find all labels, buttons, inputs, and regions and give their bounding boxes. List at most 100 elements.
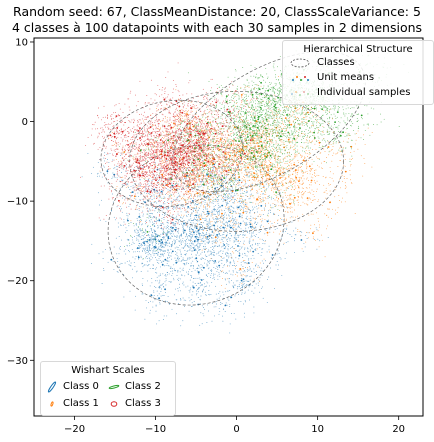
sample-point: [213, 306, 215, 308]
sample-point: [156, 220, 158, 222]
sample-point: [156, 220, 158, 221]
sample-point: [156, 262, 158, 264]
sample-point: [140, 216, 141, 218]
sample-point: [246, 268, 248, 270]
sample-point: [289, 194, 291, 196]
sample-point: [135, 159, 137, 161]
sample-point: [235, 221, 236, 223]
sample-point: [210, 179, 211, 181]
sample-point: [228, 220, 230, 222]
sample-point: [154, 226, 156, 227]
sample-point: [224, 237, 226, 239]
sample-point: [222, 266, 224, 268]
sample-point: [152, 234, 154, 236]
sample-point: [261, 168, 263, 170]
sample-point: [238, 183, 240, 185]
sample-point: [204, 198, 205, 200]
sample-point: [178, 185, 180, 187]
sample-point: [233, 259, 235, 261]
sample-point: [198, 179, 200, 181]
sample-point: [217, 213, 218, 215]
sample-point: [236, 228, 238, 230]
sample-point: [163, 223, 165, 225]
sample-point: [160, 291, 162, 292]
sample-point: [251, 184, 253, 185]
sample-point: [172, 272, 174, 274]
sample-point: [159, 218, 161, 220]
sample-point: [199, 194, 201, 196]
sample-point: [302, 201, 304, 203]
sample-point: [258, 284, 259, 286]
sample-point: [270, 181, 272, 183]
sample-point: [197, 241, 198, 243]
sample-point: [264, 197, 266, 198]
sample-point: [176, 237, 178, 238]
sample-point: [275, 204, 277, 206]
sample-point: [262, 157, 264, 159]
sample-point: [187, 245, 189, 247]
sample-point: [164, 201, 165, 203]
sample-point: [251, 176, 253, 178]
sample-point: [219, 221, 221, 223]
sample-point: [192, 230, 194, 232]
sample-point: [149, 248, 151, 250]
sample-point: [210, 170, 212, 172]
sample-point: [267, 166, 269, 168]
sample-point: [288, 176, 289, 177]
sample-point: [175, 254, 177, 255]
sample-point: [162, 194, 164, 195]
sample-point: [220, 249, 222, 251]
sample-point: [247, 280, 248, 282]
sample-point: [240, 152, 242, 154]
sample-point: [285, 204, 287, 206]
sample-point: [146, 265, 148, 267]
sample-point: [210, 162, 212, 164]
sample-point: [242, 290, 244, 291]
sample-point: [245, 186, 247, 188]
sample-point: [190, 177, 192, 179]
sample-point: [175, 220, 177, 222]
sample-point: [245, 227, 247, 229]
sample-point: [206, 202, 208, 204]
sample-point: [248, 258, 250, 260]
sample-point: [223, 181, 225, 183]
sample-point: [190, 191, 192, 192]
sample-point: [181, 226, 183, 228]
sample-point: [208, 210, 210, 212]
sample-point: [232, 229, 234, 231]
sample-point: [156, 272, 158, 274]
sample-point: [229, 225, 231, 227]
sample-point: [155, 201, 156, 203]
sample-point: [299, 183, 301, 184]
sample-point: [244, 260, 246, 261]
sample-point: [274, 214, 276, 215]
sample-point: [229, 303, 231, 305]
sample-point: [192, 235, 194, 237]
sample-point: [148, 249, 150, 251]
sample-point: [151, 230, 153, 232]
sample-point: [176, 215, 178, 217]
sample-point: [218, 214, 220, 216]
sample-point: [199, 236, 201, 238]
sample-point: [240, 200, 242, 202]
sample-point: [203, 235, 205, 237]
sample-point: [216, 270, 218, 272]
sample-point: [216, 218, 218, 220]
sample-point: [297, 231, 299, 233]
sample-point: [120, 155, 122, 156]
sample-point: [231, 139, 233, 141]
sample-point: [246, 230, 248, 232]
sample-point: [223, 224, 225, 225]
sample-point: [163, 238, 165, 240]
sample-point: [205, 237, 207, 238]
sample-point: [283, 124, 284, 125]
sample-point: [125, 227, 127, 229]
sample-point: [238, 269, 240, 271]
sample-point: [332, 173, 334, 175]
sample-point: [127, 185, 129, 187]
sample-point: [229, 209, 231, 211]
sample-point: [208, 290, 210, 291]
sample-point: [276, 227, 278, 229]
sample-point: [259, 266, 260, 268]
sample-point: [235, 228, 237, 230]
